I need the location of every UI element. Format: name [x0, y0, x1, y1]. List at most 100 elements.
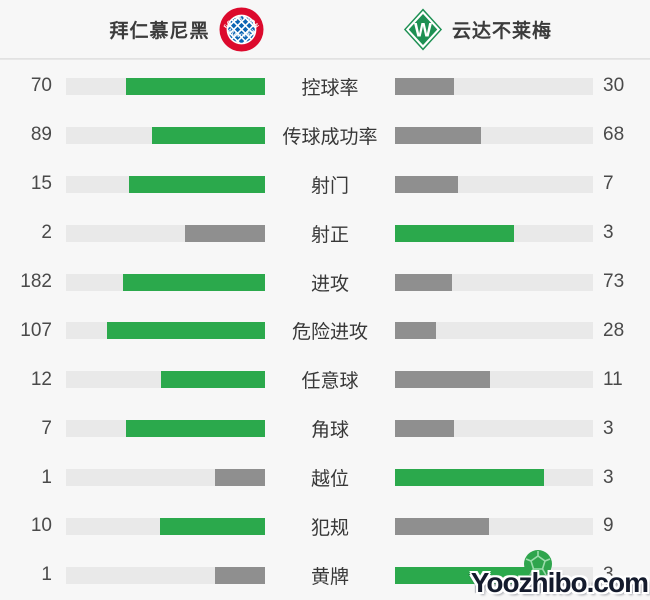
- home-value: 12: [30, 368, 52, 390]
- away-value: 9: [603, 515, 614, 537]
- away-bar-fill: [395, 224, 514, 242]
- away-bar-fill: [395, 273, 452, 291]
- home-value: 107: [20, 319, 52, 341]
- stat-label: 射门: [310, 175, 349, 197]
- home-bar: [66, 273, 265, 291]
- stat-label: 传球成功率: [282, 126, 378, 148]
- stat-label: 犯规: [310, 517, 349, 539]
- away-bar-fill: [395, 126, 481, 144]
- home-value: 182: [20, 271, 52, 292]
- away-value: 30: [603, 75, 625, 97]
- home-bar: [66, 420, 265, 438]
- header-divider: [0, 58, 650, 61]
- away-bar-fill: [395, 469, 544, 487]
- werder-crest-icon: W: [403, 8, 443, 50]
- stat-label: 任意球: [301, 371, 359, 393]
- away-bar-fill: [395, 566, 544, 584]
- away-bar: [395, 517, 593, 535]
- away-bar: [395, 273, 593, 291]
- home-bar-fill: [215, 469, 265, 487]
- away-value: 7: [603, 173, 614, 195]
- home-value: 2: [41, 222, 52, 244]
- away-value: 11: [603, 368, 623, 390]
- home-value: 1: [41, 564, 52, 586]
- home-bar-fill: [152, 126, 265, 144]
- stat-row: 2 射正 3: [0, 209, 650, 258]
- away-bar: [395, 175, 593, 193]
- stat-row: 107 危险进攻 28: [0, 306, 650, 355]
- stat-row: 182 进攻 73: [0, 258, 650, 307]
- team-home-name: 拜仁慕尼黑: [109, 20, 210, 42]
- home-bar-fill: [215, 566, 265, 584]
- away-bar: [395, 371, 593, 389]
- stat-row: 70 控球率 30: [0, 62, 650, 111]
- bayern-crest-icon: FC BAYERN MÜNCHEN: [219, 7, 263, 51]
- stat-label: 角球: [310, 420, 349, 442]
- team-away-name: 云达不莱梅: [451, 20, 552, 42]
- stat-label: 控球率: [301, 77, 359, 99]
- away-value: 73: [603, 271, 625, 292]
- away-value: 3: [603, 564, 614, 586]
- stat-row: 12 任意球 11: [0, 355, 650, 404]
- home-bar-fill: [125, 420, 265, 438]
- header: 拜仁慕尼黑: [0, 0, 650, 58]
- away-bar-fill: [395, 371, 490, 389]
- away-bar: [395, 77, 593, 95]
- stat-label: 射正: [310, 224, 349, 246]
- home-bar: [66, 175, 265, 193]
- away-bar-fill: [395, 420, 455, 438]
- away-value: 3: [603, 222, 614, 244]
- home-bar-fill: [122, 273, 265, 291]
- away-bar: [395, 469, 593, 487]
- stat-label: 危险进攻: [291, 322, 368, 344]
- stat-row: 7 角球 3: [0, 404, 650, 453]
- away-value: 68: [603, 124, 625, 146]
- away-bar: [395, 224, 593, 242]
- away-bar: [395, 420, 593, 438]
- home-value: 10: [30, 515, 52, 537]
- team-away: W 云达不莱梅: [315, 0, 640, 58]
- stat-row: 89 传球成功率 68: [0, 111, 650, 160]
- bayern-crest-bottom-text: MÜNCHEN: [226, 27, 256, 39]
- stat-row: 1 黄牌 3: [0, 551, 650, 600]
- stat-label: 进攻: [310, 273, 349, 295]
- svg-text:MÜNCHEN: MÜNCHEN: [226, 27, 257, 39]
- away-value: 3: [603, 417, 614, 439]
- away-bar: [395, 126, 593, 144]
- home-bar-fill: [107, 322, 265, 340]
- home-bar: [66, 126, 265, 144]
- home-bar: [66, 371, 265, 389]
- home-bar-fill: [125, 77, 265, 95]
- team-home: 拜仁慕尼黑: [24, 0, 349, 58]
- home-value: 1: [41, 466, 52, 488]
- home-value: 15: [30, 173, 52, 195]
- home-bar-fill: [129, 175, 265, 193]
- home-bar: [66, 322, 265, 340]
- watermark-text: Yoozhibo.com: [470, 567, 649, 598]
- home-value: 89: [30, 124, 52, 146]
- home-bar: [66, 517, 265, 535]
- stat-row: 10 犯规 9: [0, 502, 650, 551]
- stats-list: 70 控球率 30 89 传球成功率 68: [0, 62, 650, 600]
- stat-label: 越位: [310, 469, 349, 491]
- soccer-ball-icon: [524, 550, 552, 578]
- home-bar: [66, 566, 265, 584]
- home-bar: [66, 469, 265, 487]
- home-bar-fill: [160, 517, 265, 535]
- home-bar: [66, 77, 265, 95]
- away-bar-fill: [395, 175, 458, 193]
- home-value: 70: [30, 75, 52, 97]
- away-bar-fill: [395, 517, 489, 535]
- away-bar-fill: [395, 322, 436, 340]
- home-bar-fill: [161, 371, 265, 389]
- away-value: 28: [603, 319, 625, 341]
- away-bar: [395, 322, 593, 340]
- home-value: 7: [41, 417, 52, 439]
- away-bar-fill: [395, 77, 455, 95]
- stat-row: 1 越位 3: [0, 453, 650, 502]
- stat-label: 黄牌: [310, 566, 349, 588]
- home-bar: [66, 224, 265, 242]
- werder-crest-letter: W: [414, 20, 432, 41]
- home-bar-fill: [185, 224, 265, 242]
